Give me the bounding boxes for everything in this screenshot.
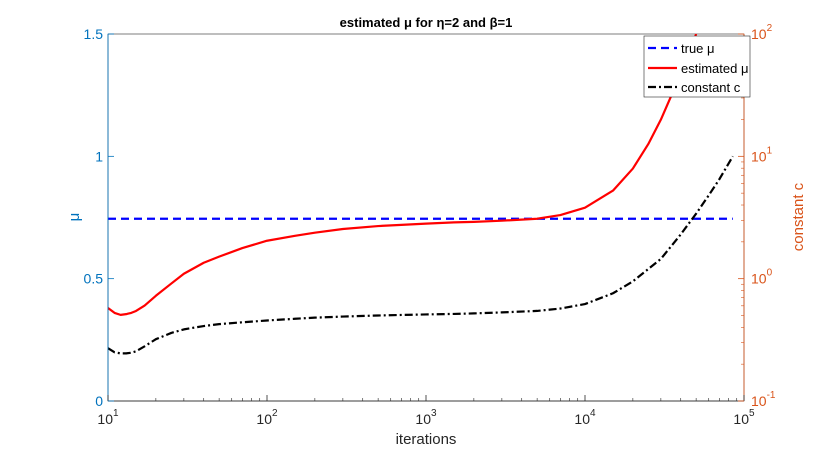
legend-box xyxy=(643,35,751,98)
legend: true μ estimated μ constant c xyxy=(643,35,751,98)
y-right-tick-label: 101 xyxy=(751,145,773,164)
y-left-tick-label: 1 xyxy=(95,148,103,164)
x-tick-label: 103 xyxy=(415,408,437,427)
series-layer xyxy=(108,34,734,355)
y-right-tick-label: 102 xyxy=(751,23,773,42)
y-left-tick-label: 0 xyxy=(95,393,103,409)
y-left-axis-title: μ xyxy=(66,213,83,222)
y-right-tick-label: 10-1 xyxy=(751,390,776,409)
x-axis-title: iterations xyxy=(396,431,457,448)
x-tick-label: 104 xyxy=(574,408,596,427)
y-left-tick-label: 1.5 xyxy=(84,26,104,42)
series-line-estimated-mu xyxy=(108,34,698,316)
y-right-axis-title: constant c xyxy=(790,182,807,251)
legend-label-true-mu: true μ xyxy=(681,41,715,56)
plot-area xyxy=(107,33,745,402)
y-right-tick-label: 100 xyxy=(751,268,773,287)
x-tick-label: 105 xyxy=(733,408,755,427)
y-left-tick-label: 0.5 xyxy=(84,271,104,287)
legend-label-estimated-mu: estimated μ xyxy=(681,61,748,76)
x-tick-label: 101 xyxy=(97,408,119,427)
legend-label-constant-c: constant c xyxy=(681,80,741,95)
x-tick-label: 102 xyxy=(256,408,278,427)
series-line-constant-c xyxy=(108,155,734,355)
chart-title: estimated μ for η=2 and β=1 xyxy=(340,15,513,30)
